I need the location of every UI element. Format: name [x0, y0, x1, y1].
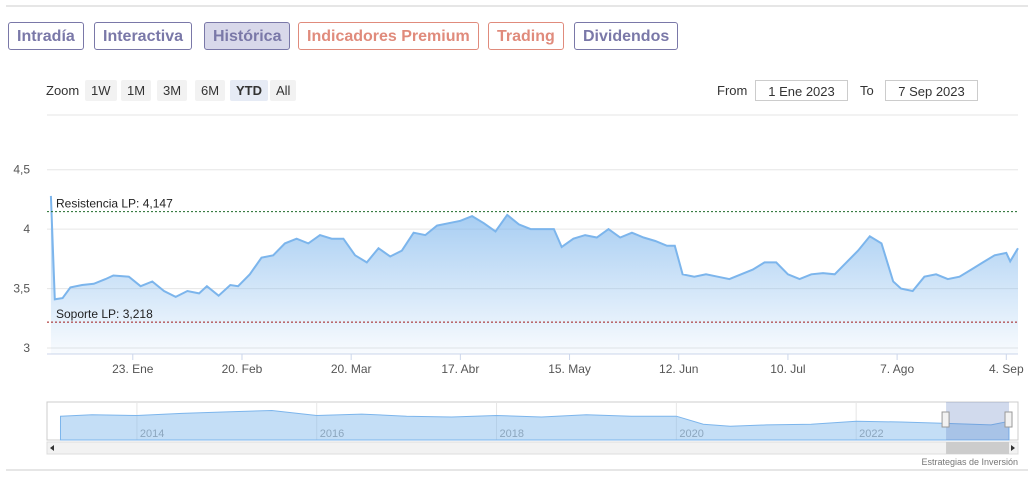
navigator-selection: [946, 402, 1010, 440]
zoom-button[interactable]: 1W: [85, 80, 117, 101]
navigator-handle: [941, 411, 950, 428]
zoom-button[interactable]: 3M: [157, 80, 188, 101]
x-tick-label: 7. Ago: [880, 362, 914, 376]
zoom-button[interactable]: 6M: [195, 80, 226, 101]
x-tick-label: 12. Jun: [659, 362, 698, 376]
y-tick-label: 4,5: [13, 163, 30, 177]
y-tick-label: 3,5: [13, 282, 30, 296]
x-tick-label: 20. Feb: [222, 362, 263, 376]
x-tick-label: 15. May: [548, 362, 591, 376]
zoom-label: Zoom: [46, 83, 80, 98]
scrollbar[interactable]: [46, 441, 1019, 455]
from-label: From: [717, 83, 748, 98]
area-fill: [50, 195, 1018, 354]
navigator-handle: [1004, 411, 1013, 428]
tab[interactable]: Intradía: [8, 22, 84, 50]
navigator-area: [59, 409, 1010, 441]
tab[interactable]: Indicadores Premium: [298, 22, 479, 50]
price-line: [49, 195, 1019, 301]
tab[interactable]: Histórica: [204, 22, 291, 50]
zoom-button[interactable]: YTD: [230, 80, 268, 101]
navigator-tick-label: 2020: [679, 428, 703, 440]
zoom-button[interactable]: All: [270, 80, 297, 101]
plot-line-label: Soporte LP: 3,218: [56, 307, 153, 321]
to-input[interactable]: 7 Sep 2023: [885, 80, 978, 101]
tab[interactable]: Dividendos: [574, 22, 679, 50]
x-tick-label: 20. Mar: [331, 362, 372, 376]
x-tick-label: 23. Ene: [112, 362, 154, 376]
y-tick-label: 3: [23, 341, 30, 355]
navigator-tick-label: 2014: [140, 428, 164, 440]
zoom-button[interactable]: 1M: [121, 80, 152, 101]
scrollbar-thumb: [946, 442, 1010, 454]
to-label: To: [860, 83, 874, 98]
credit: Estrategias de Inversión: [921, 457, 1018, 467]
navigator-tick-label: 2016: [320, 428, 344, 440]
from-input[interactable]: 1 Ene 2023: [755, 80, 848, 101]
y-tick-label: 4: [23, 222, 30, 236]
navigator-tick-label: 2018: [500, 428, 524, 440]
tab[interactable]: Trading: [488, 22, 564, 50]
x-tick-label: 10. Jul: [770, 362, 805, 376]
tab[interactable]: Interactiva: [94, 22, 193, 50]
plot-line-label: Resistencia LP: 4,147: [56, 197, 173, 211]
x-tick-label: 17. Abr: [441, 362, 479, 376]
x-tick-label: 4. Sep: [989, 362, 1024, 376]
navigator-tick-label: 2022: [859, 428, 883, 440]
